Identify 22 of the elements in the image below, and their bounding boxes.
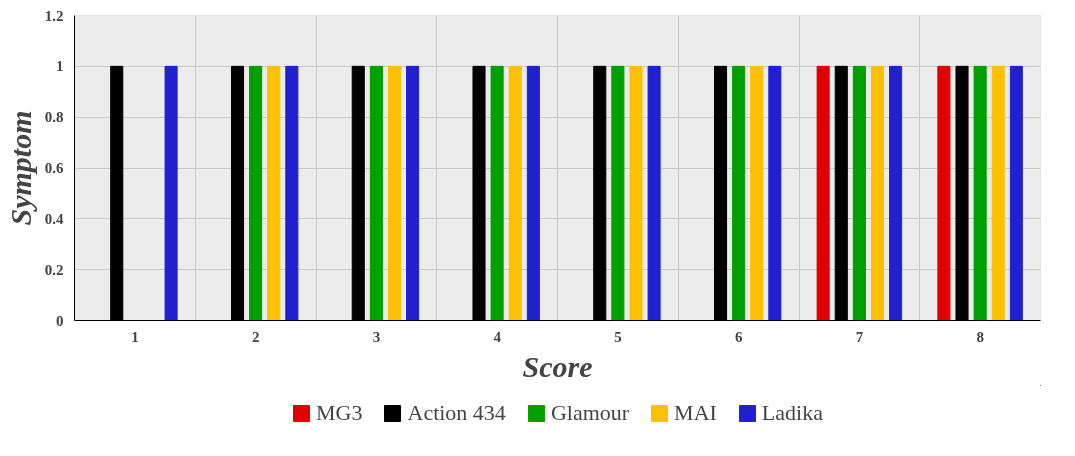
legend-label: Glamour	[550, 399, 630, 426]
y-tick-label: 0.8	[44, 109, 64, 126]
y-tick-label: 1	[56, 58, 64, 75]
y-tick-label: 1.2	[44, 7, 64, 24]
x-tick-label: 6	[734, 328, 743, 345]
y-tick-label: 0	[56, 312, 64, 329]
legend-label: Action 434	[407, 399, 506, 426]
x-tick-label: 8	[976, 328, 984, 345]
x-tick-label: 3	[372, 328, 381, 345]
legend-label: Ladika	[761, 399, 823, 426]
x-axis-title: Score	[522, 349, 593, 383]
x-tick-label: 4	[493, 328, 502, 345]
x-tick-label: 5	[614, 328, 622, 345]
legend-label: MAI	[674, 399, 717, 426]
y-axis-title: Symptom	[3, 110, 37, 226]
y-tick-label: 0.6	[44, 160, 64, 176]
x-tick-label: 1	[131, 328, 139, 345]
x-tick-label: 2	[251, 328, 260, 345]
y-tick-label: 0.4	[44, 210, 64, 227]
legend-label: MG3	[316, 399, 363, 426]
y-tick-label: 0.2	[44, 261, 64, 278]
x-tick-label: 7	[855, 328, 864, 345]
